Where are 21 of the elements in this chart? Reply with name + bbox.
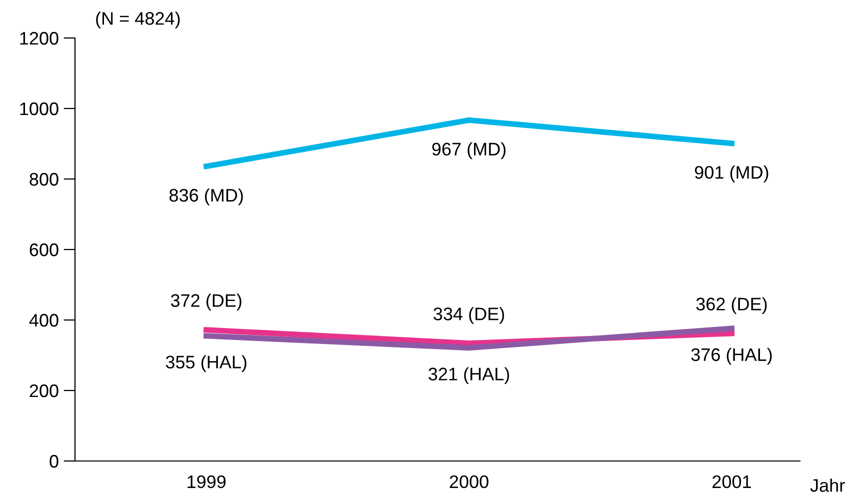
y-tick-label: 0 — [50, 454, 58, 468]
y-tick-label: 400 — [29, 314, 58, 327]
y-tick-label: 200 — [30, 384, 58, 398]
data-label: 321 (HAL) — [428, 367, 510, 384]
y-tick-label: 1200 — [20, 32, 58, 45]
data-label: 334 (DE) — [434, 307, 504, 324]
y-tick-label: 600 — [30, 243, 58, 256]
data-label: 901 (MD) — [694, 166, 768, 182]
x-tick-label: 1999 — [188, 475, 226, 488]
data-label: 836 (MD) — [170, 188, 243, 206]
data-label: 376 (HAL) — [691, 348, 772, 365]
y-tick-label: 800 — [30, 172, 58, 186]
x-axis-title: Jahr — [810, 478, 845, 492]
data-label: 355 (HAL) — [166, 355, 246, 372]
data-label: 372 (DE) — [170, 294, 242, 310]
data-label: 362 (DE) — [696, 297, 767, 314]
data-label: 967 (MD) — [432, 142, 506, 160]
x-tick-label: 2000 — [450, 475, 488, 488]
y-tick-label: 1000 — [20, 102, 58, 116]
text: (N = 4824) — [96, 12, 180, 28]
x-tick-label: 2001 — [712, 475, 751, 488]
